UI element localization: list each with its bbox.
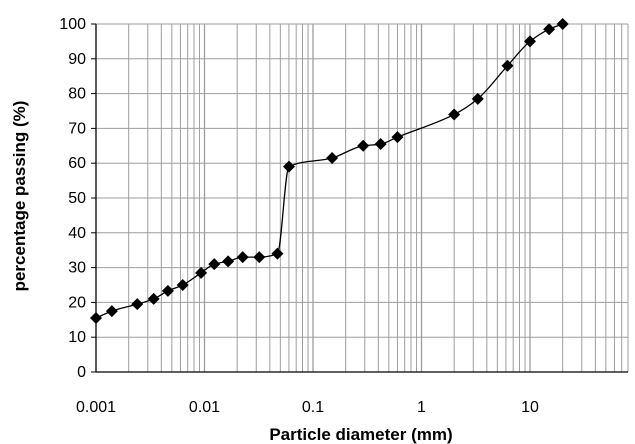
data-point-diamond: [105, 305, 118, 318]
data-point-diamond: [90, 312, 102, 325]
data-point-diamond: [176, 279, 189, 291]
y-tick-label: 0: [77, 364, 86, 381]
y-tick-label: 100: [59, 16, 86, 33]
y-tick-labels: 0 10 20 30 40 50 60 70 80 90 100: [59, 16, 86, 381]
y-tick-label: 20: [68, 294, 86, 311]
x-tick-label: 0.01: [189, 399, 220, 416]
y-axis-title: percentage passing (%): [10, 101, 29, 292]
data-points: [90, 18, 569, 325]
y-tick-label: 60: [68, 155, 86, 172]
x-tick-label: 0.1: [302, 399, 324, 416]
data-point-diamond: [147, 292, 160, 305]
data-point-diamond: [524, 35, 537, 48]
x-tick-labels: 0.001 0.01 0.1 1 10: [76, 399, 539, 416]
y-tick-label: 50: [68, 190, 86, 207]
data-point-diamond: [556, 18, 569, 30]
data-point-diamond: [543, 23, 556, 36]
data-point-diamond: [448, 108, 461, 121]
y-tick-label: 90: [68, 51, 86, 68]
data-point-diamond: [222, 255, 235, 268]
x-axis-title: Particle diameter (mm): [269, 425, 452, 444]
data-point-diamond: [271, 247, 284, 260]
data-point-diamond: [195, 266, 208, 279]
data-point-diamond: [471, 92, 484, 105]
y-tick-label: 10: [68, 329, 86, 346]
x-tick-label: 10: [521, 399, 539, 416]
x-tick-label: 1: [417, 399, 426, 416]
data-point-diamond: [253, 251, 266, 264]
y-tick-label: 80: [68, 86, 86, 103]
x-tick-label: 0.001: [76, 399, 116, 416]
y-tick-label: 30: [68, 260, 86, 277]
data-point-diamond: [326, 151, 339, 164]
data-point-diamond: [236, 251, 249, 264]
data-point-diamond: [282, 160, 295, 173]
y-tick-label: 70: [68, 120, 86, 137]
data-point-diamond: [208, 258, 221, 271]
y-tick-label: 40: [68, 225, 86, 242]
data-point-diamond: [161, 284, 174, 297]
data-point-diamond: [374, 138, 387, 151]
data-point-diamond: [131, 298, 144, 311]
data-point-diamond: [391, 131, 404, 144]
data-point-diamond: [501, 59, 514, 72]
data-point-diamond: [357, 139, 370, 152]
